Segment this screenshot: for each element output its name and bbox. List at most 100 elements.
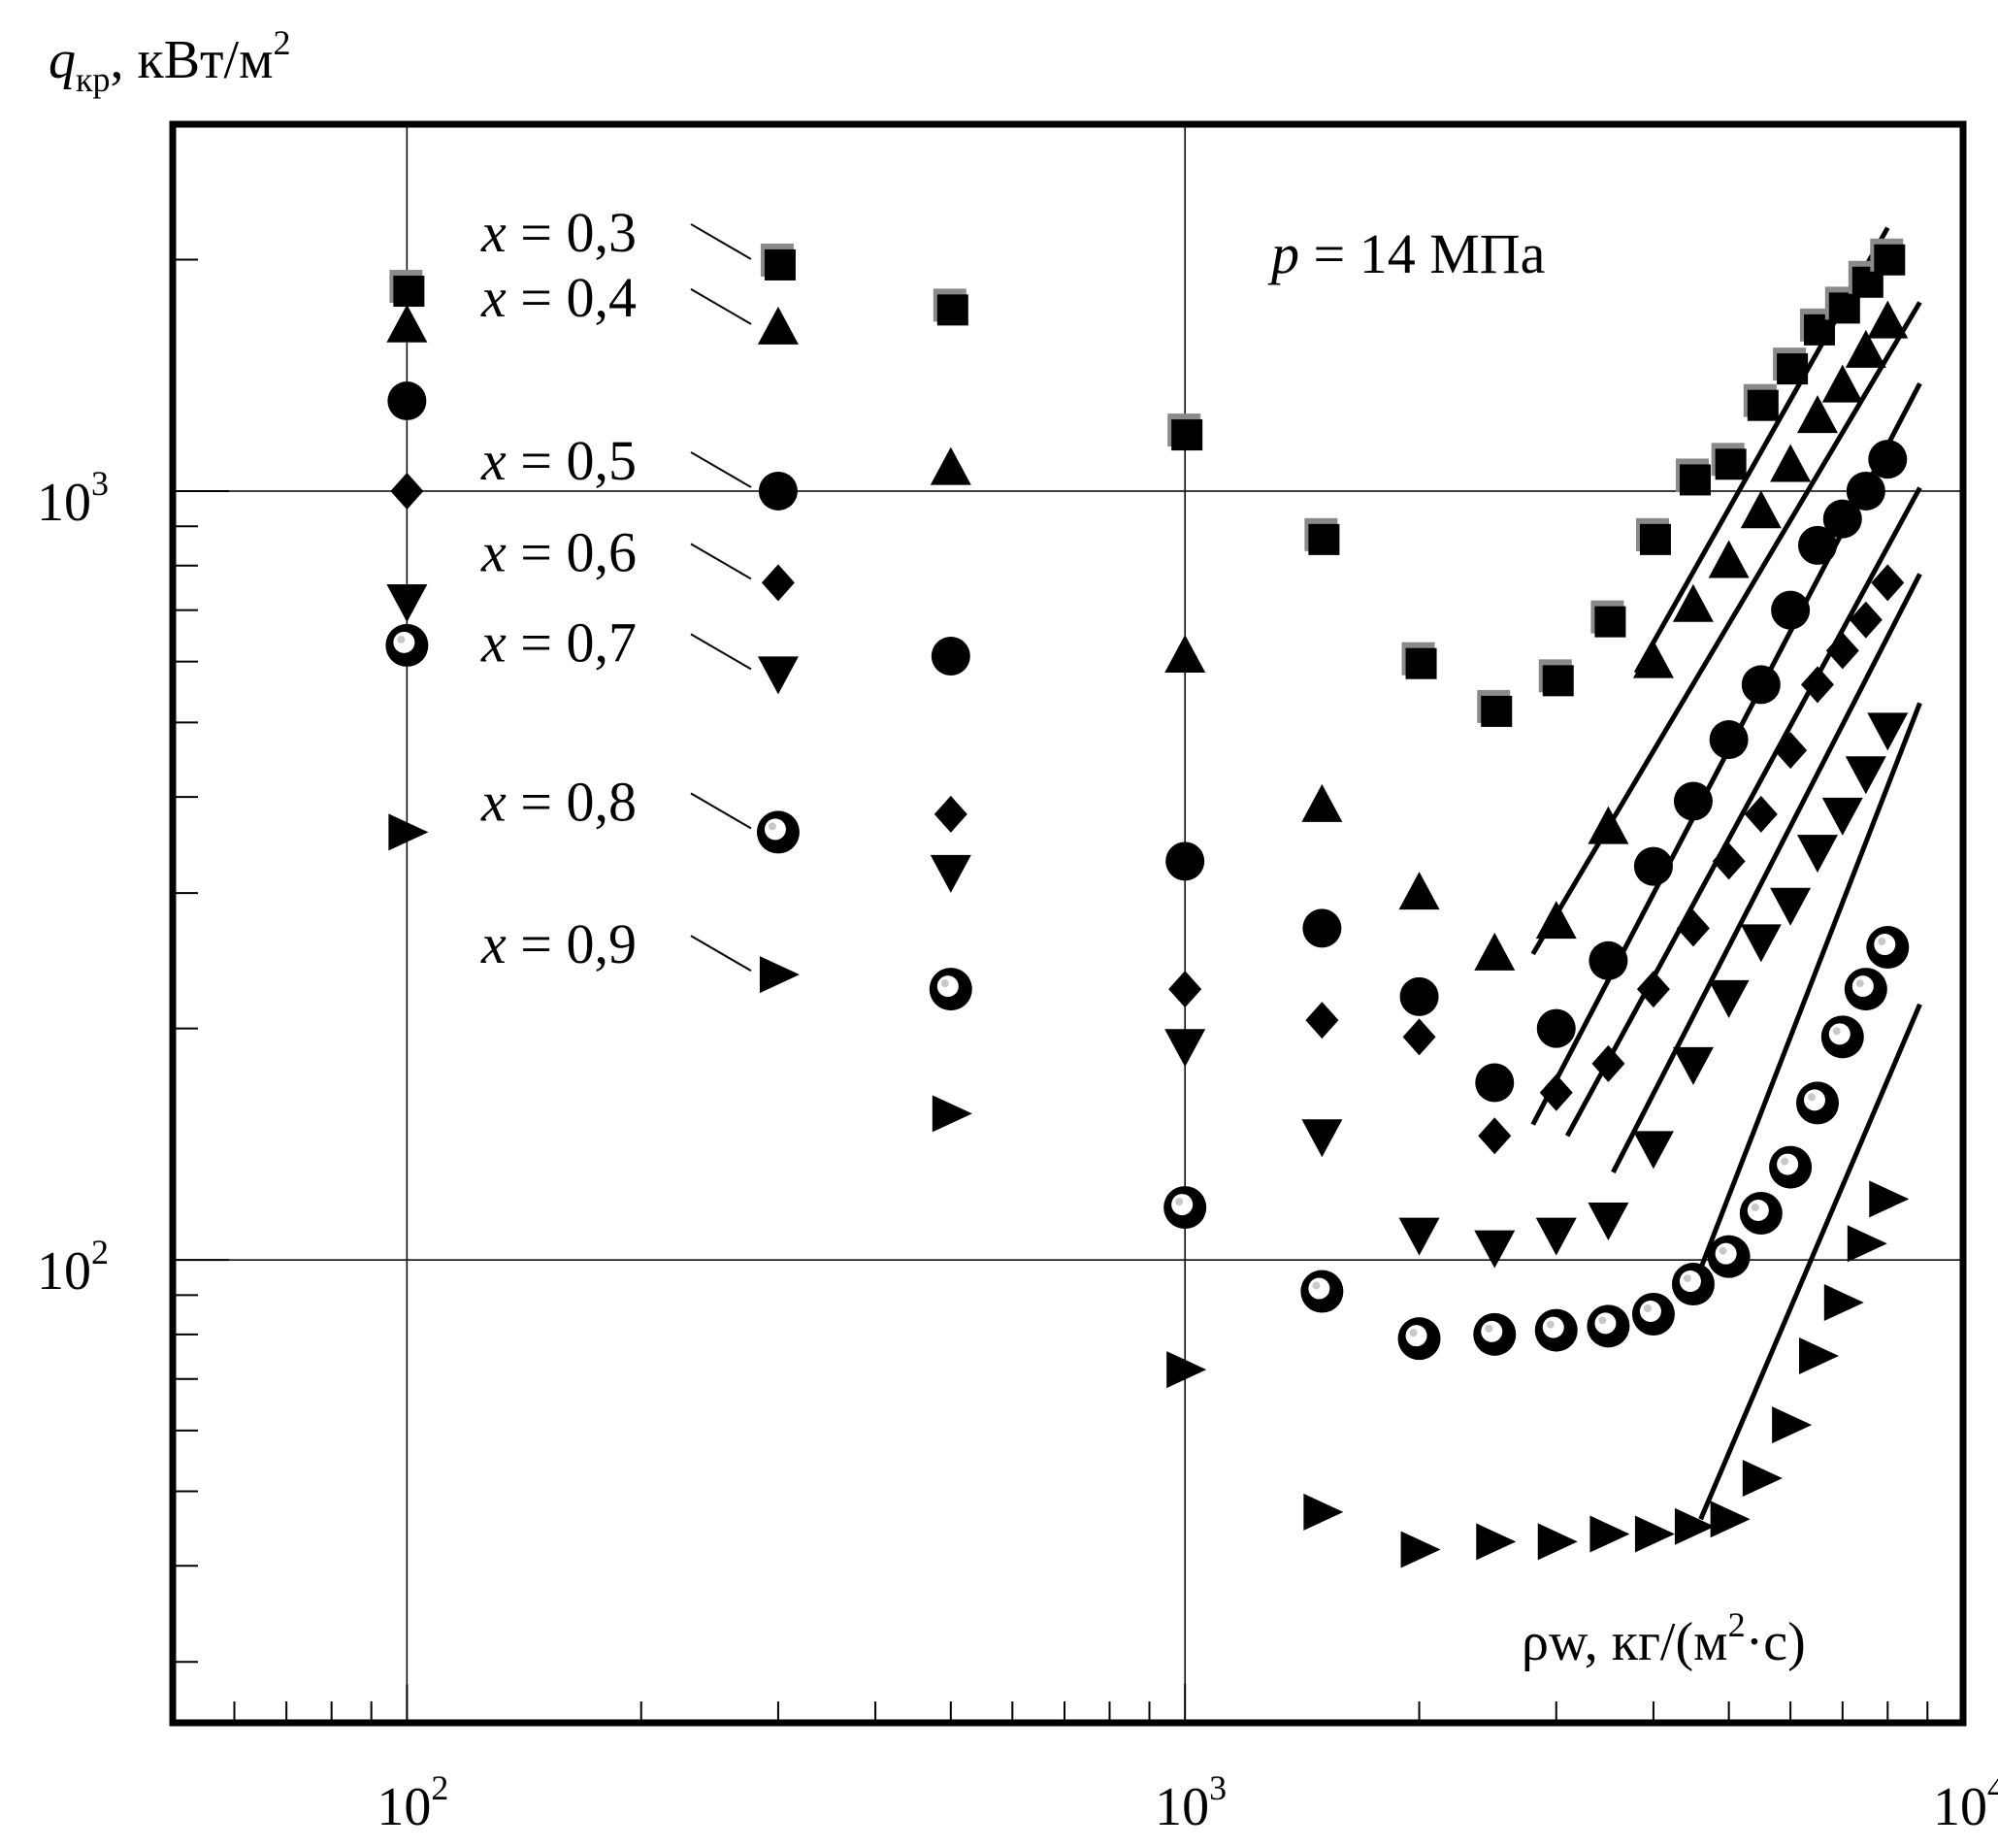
marker-highlight (397, 635, 406, 644)
marker-body (1303, 1493, 1344, 1531)
marker-body (1634, 1515, 1675, 1553)
marker-hole (1803, 1089, 1825, 1111)
data-point-diamond (1636, 971, 1670, 1008)
data-point-circle (1302, 908, 1342, 948)
marker-hole (1542, 1316, 1564, 1338)
x-tick-label: 104 (1933, 1768, 1998, 1837)
data-point-square (1167, 413, 1203, 451)
y-tick-label-base: 10 (37, 1241, 91, 1302)
marker-body (1825, 632, 1859, 670)
marker-body (1481, 695, 1513, 727)
marker-body (1797, 525, 1837, 565)
marker-body (930, 854, 971, 893)
data-point-circle (1797, 525, 1837, 565)
marker-body (1308, 523, 1340, 555)
marker-body (1474, 932, 1516, 971)
data-point-triangle-down (1398, 1217, 1440, 1256)
marker-body (759, 956, 800, 994)
data-point-diamond (390, 472, 424, 510)
data-point-ring (1707, 1235, 1751, 1278)
legend-label-value: = 0,9 (507, 912, 637, 975)
data-point-triangle-right (1823, 1284, 1864, 1322)
legend-label: x = 0,9 (480, 912, 637, 975)
data-point-ring (1844, 968, 1887, 1011)
data-point-diamond (1744, 795, 1778, 833)
legend-label: x = 0,4 (480, 266, 637, 329)
data-point-triangle-up (1398, 872, 1440, 910)
marker-hole (1747, 1200, 1769, 1222)
data-point-triangle-down (1164, 1029, 1206, 1068)
legend-label-var: x (480, 610, 507, 674)
data-point-triangle-up (1588, 806, 1629, 844)
data-point-diamond (1478, 1117, 1512, 1155)
marker-hole (1715, 1242, 1737, 1265)
marker-body (1708, 979, 1750, 1018)
marker-body (1846, 471, 1885, 511)
marker-body (761, 564, 795, 602)
data-point-triangle-up (1796, 395, 1838, 434)
marker-body (1800, 666, 1834, 704)
marker-body (1798, 1337, 1839, 1375)
x-tick-label-exp: 3 (1209, 1768, 1227, 1807)
legend-label: x = 0,3 (480, 201, 637, 264)
fit-line (1530, 301, 1922, 956)
marker-body (1398, 1217, 1440, 1256)
marker-body (1774, 732, 1808, 770)
marker-body (1536, 1008, 1576, 1048)
data-point-square (1799, 308, 1835, 346)
data-point-triangle-right (1772, 1406, 1813, 1444)
marker-highlight (1751, 1204, 1759, 1212)
data-point-triangle-right (932, 1095, 972, 1133)
data-point-square (389, 270, 425, 308)
data-point-square (1675, 458, 1711, 496)
data-point-triangle-up (1867, 300, 1909, 339)
x-tick-label-exp: 2 (431, 1768, 448, 1807)
data-point-square (1743, 383, 1779, 421)
data-point-circle (1846, 471, 1885, 511)
marker-body (1171, 419, 1203, 451)
y-tick-label: 103 (37, 464, 109, 533)
data-point-ring (1769, 1145, 1813, 1189)
marker-body (1867, 300, 1909, 339)
marker-highlight (1719, 1246, 1727, 1255)
marker-body (936, 294, 968, 326)
legend-label: x = 0,7 (480, 610, 637, 674)
marker-body (1869, 1180, 1910, 1218)
marker-body (1847, 1225, 1887, 1263)
marker-body (1772, 1406, 1813, 1444)
data-point-triangle-down (1796, 835, 1838, 874)
data-point-ring (1473, 1312, 1517, 1356)
data-point-triangle-up (386, 304, 428, 343)
marker-body (1672, 1046, 1714, 1085)
marker-body (1871, 564, 1905, 602)
data-point-circle (1673, 781, 1713, 821)
data-point-circle (1771, 590, 1811, 630)
marker-body (1673, 781, 1713, 821)
legend-marker-ring (756, 810, 800, 854)
marker-body (1632, 640, 1674, 678)
grid-lines (173, 124, 1963, 1723)
data-point-square (933, 288, 968, 326)
legend-label-var: x (480, 912, 507, 975)
marker-body (933, 795, 967, 833)
data-point-diamond (1712, 842, 1746, 880)
data-point-diamond (1774, 732, 1808, 770)
data-point-triangle-down (386, 583, 428, 622)
marker-body (386, 583, 428, 622)
marker-body (757, 656, 799, 695)
data-point-triangle-up (1708, 540, 1750, 578)
marker-body (1679, 464, 1711, 496)
marker-hole (1639, 1300, 1661, 1322)
data-point-triangle-up (1632, 640, 1674, 678)
marker-highlight (1807, 1093, 1816, 1102)
data-point-ring (1795, 1081, 1839, 1125)
marker-body (1867, 712, 1909, 751)
legend-leader (690, 287, 752, 325)
marker-highlight (1598, 1316, 1607, 1325)
data-point-ring (1631, 1292, 1675, 1336)
data-point-ring (1739, 1192, 1783, 1236)
data-point-triangle-down (930, 854, 971, 893)
data-point-circle (387, 381, 427, 421)
data-point-ring (1671, 1263, 1715, 1306)
